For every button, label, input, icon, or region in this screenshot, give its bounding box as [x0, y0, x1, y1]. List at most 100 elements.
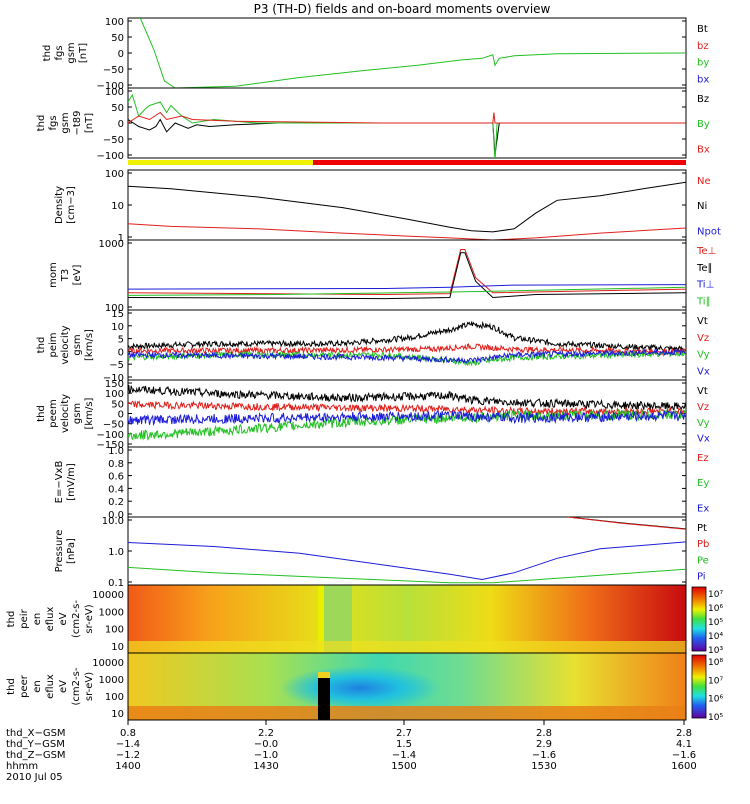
y-tick-label: −10	[103, 373, 124, 384]
date-label: 2010 Jul 05	[6, 772, 63, 783]
y-tick-label: 0.4	[108, 484, 124, 495]
y-tick-label: 1	[118, 233, 124, 244]
x-axis-row-label: hhmm	[6, 761, 38, 772]
x-axis-row-value: 2.9	[536, 739, 552, 750]
chart-title: P3 (TH-D) fields and on-board moments ov…	[254, 2, 551, 16]
series-group	[128, 517, 686, 584]
y-tick-label: −150	[97, 440, 124, 451]
y-axis-label: thd	[42, 45, 53, 62]
y-axis-label: (cm2-s-	[71, 667, 82, 705]
y-tick-label: 0.8	[108, 459, 124, 470]
series-Ni-line	[128, 181, 686, 233]
legend-label: Te∥	[696, 263, 713, 274]
x-axis-row-value: 2.8	[676, 728, 692, 739]
legend-label: Ti⊥	[696, 280, 714, 291]
y-axis-label: thd	[6, 611, 17, 628]
y-axis-label: Density	[54, 186, 65, 224]
legend-label: Vx	[697, 366, 710, 377]
series-Ti∥-line	[128, 286, 686, 296]
y-axis-label: Pressure	[54, 530, 65, 573]
spectrogram-core	[280, 666, 440, 710]
series-Te∥-line	[128, 252, 686, 300]
y-axis-label: −t89	[72, 110, 83, 135]
y-tick-label: 0	[118, 410, 124, 421]
x-axis-row-label: thd_Y−GSM	[6, 739, 65, 750]
panel-frame	[127, 169, 687, 241]
spectrogram-low-energy-band	[128, 706, 686, 720]
y-tick-label: −50	[103, 135, 124, 146]
x-axis-row-value: −1.4	[392, 750, 416, 761]
spectrogram-gap-edge	[318, 585, 324, 653]
y-tick-label: 0.0	[108, 510, 124, 521]
panel-density: 100 10 1 Density [cm−3] Ne Ni Npot	[54, 169, 721, 244]
spectrogram-low-energy-band	[128, 641, 686, 653]
panel-ion-spectrogram: 10⁷ 10⁶ 10⁵ 10⁴ 10³ 10000 1000 100 10 thd peir en ef…	[6, 584, 723, 656]
y-tick-label: 0	[118, 347, 124, 358]
legend-label: bx	[697, 74, 709, 85]
colorbar-tick-label: 10⁸	[708, 658, 723, 668]
x-axis-row-value: 1.5	[396, 739, 412, 750]
series-group	[139, 18, 686, 88]
series-Pb-line	[567, 517, 686, 530]
y-axis-label: thd	[36, 337, 47, 354]
y-tick-label: 100	[105, 303, 124, 314]
x-axis-row-value: 1500	[391, 761, 416, 772]
colorbar-tick-label: 10⁴	[708, 632, 723, 642]
y-tick-label: 50	[111, 103, 124, 114]
legend-label: Pb	[697, 539, 709, 550]
legend-label: Ez	[697, 453, 709, 464]
y-tick-label: −100	[97, 151, 124, 162]
x-axis-row-value: 1530	[531, 761, 556, 772]
x-axis-row-value: −1.6	[532, 750, 556, 761]
x-axis-row-value: 0.8	[120, 728, 136, 739]
legend-label: Vz	[697, 333, 709, 344]
legend-label: Bz	[697, 94, 709, 105]
y-axis-label: peim	[48, 332, 59, 357]
series-Ti⊥-line	[128, 284, 686, 290]
x-axis-row-value: 1430	[253, 761, 278, 772]
colorbar-tick-label: 10⁶	[708, 604, 723, 614]
series-by-line	[139, 18, 686, 88]
y-axis-label: gsm	[66, 42, 77, 63]
y-axis-label: [cm−3]	[66, 186, 77, 224]
legend-label: By	[697, 119, 710, 130]
y-axis-label: thd	[6, 678, 17, 695]
legend-label: by	[697, 58, 709, 69]
colorbar	[691, 654, 707, 719]
series-group	[128, 385, 686, 441]
legend-label: Pt	[697, 523, 707, 534]
colorbar-tick-label: 10³	[708, 646, 723, 656]
y-tick-label: 1.0	[108, 446, 124, 457]
y-tick-label: 1000	[99, 239, 124, 250]
series-Pi-line	[128, 541, 686, 581]
y-tick-label: 100	[105, 625, 124, 636]
y-tick-label: 100	[105, 692, 124, 703]
panel-frame	[127, 17, 687, 89]
spectrogram-black-block	[318, 678, 330, 720]
legend-label: Ni	[697, 201, 707, 212]
x-axis-row-value: 2.7	[396, 728, 412, 739]
y-axis-label: thd	[36, 115, 47, 132]
panel-velocity-ion: 15 10 50 −5 −10 thd peim velocity gsm [km/s] Vt Vz V…	[36, 309, 710, 384]
y-tick-label: 150	[105, 379, 124, 390]
y-tick-label: 100	[105, 169, 124, 180]
legend-label: Npot	[697, 226, 721, 237]
colorbar	[691, 586, 707, 652]
y-tick-label: −50	[103, 420, 124, 431]
y-tick-label: 10	[111, 201, 124, 212]
colorbar-tick-label: 10⁷	[708, 676, 723, 686]
y-tick-label: 1.0	[108, 547, 124, 558]
mode-bar-slow	[313, 160, 686, 165]
panel-fgs2: 100 50 0 −50 −100 thd fgs gsm −t89 [nT] Bz By Bx	[36, 87, 710, 165]
y-axis-label: [km/s]	[84, 329, 95, 361]
y-axis-label: [eV]	[72, 265, 83, 286]
legend-label: Te⊥	[696, 246, 716, 257]
x-axis-row-value: 2.2	[258, 728, 274, 739]
legend-label: bz	[697, 41, 709, 52]
y-tick-label: 1000	[99, 675, 124, 686]
x-axis-row-value: −1.2	[116, 750, 140, 761]
y-axis-label: peem	[48, 399, 59, 427]
y-axis-label: velocity	[60, 325, 71, 364]
